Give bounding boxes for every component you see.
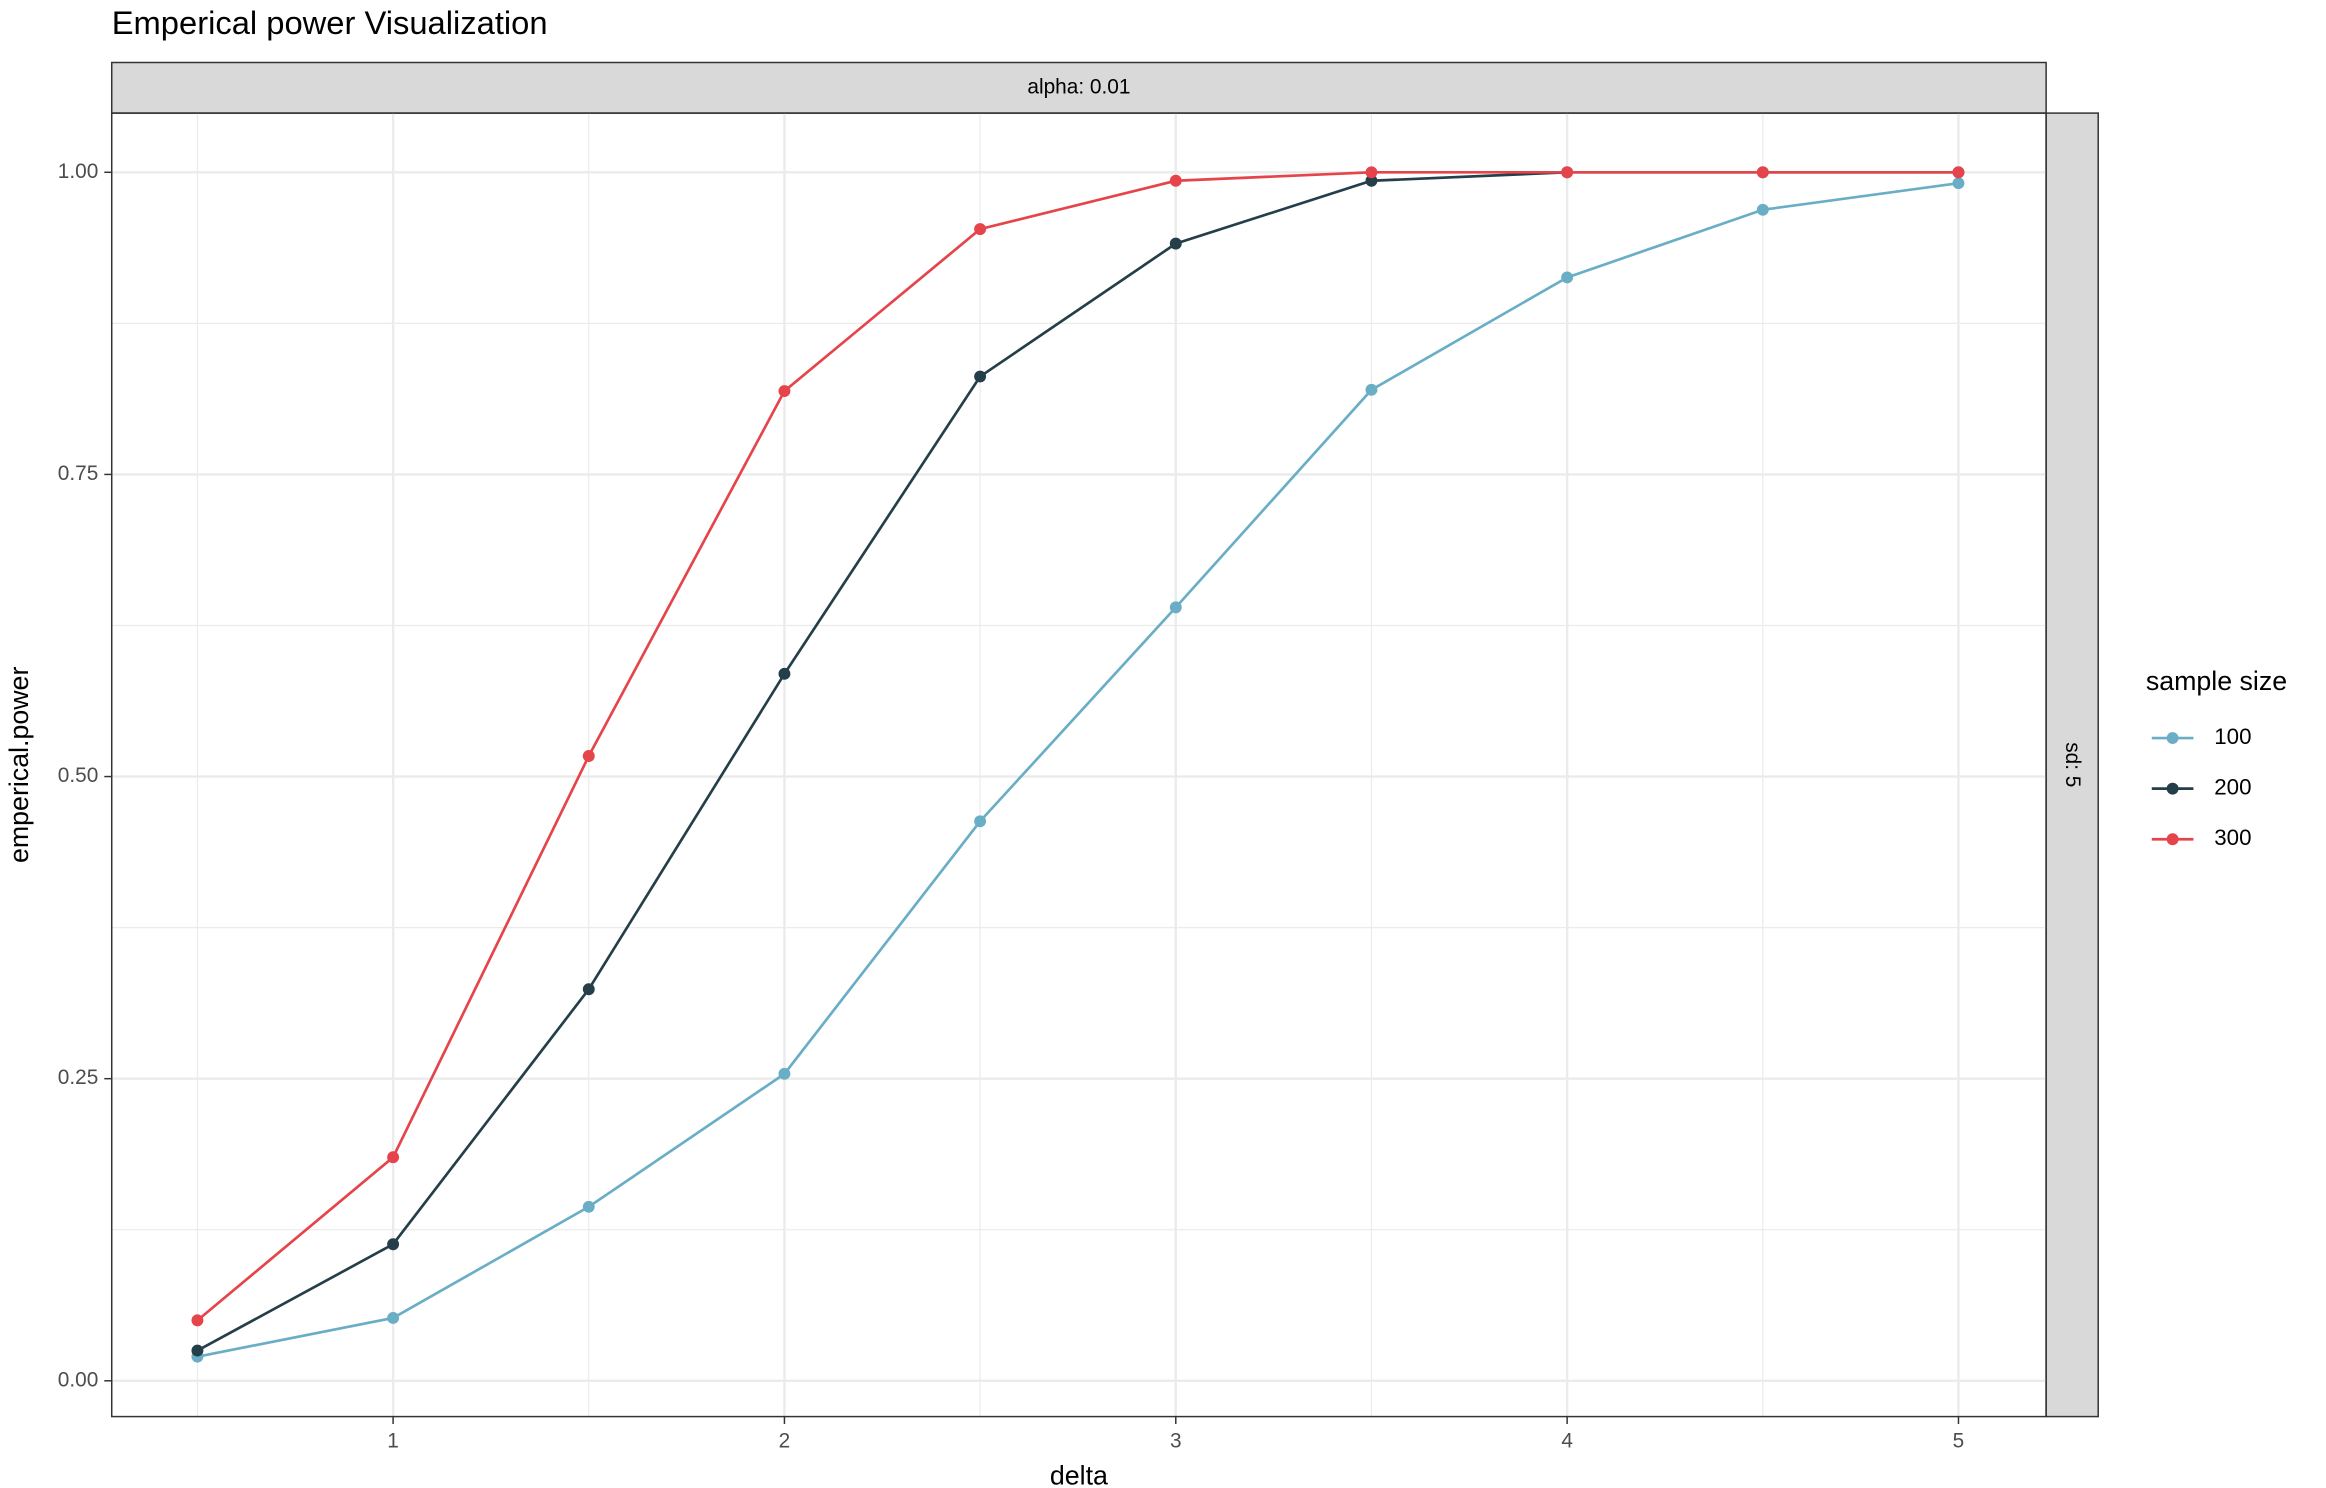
x-axis-label: delta: [1050, 1461, 1108, 1488]
facet-label-right: sd: 5: [2061, 742, 2084, 787]
plot-marks: [191, 166, 1965, 1363]
panel-border: [110, 112, 2047, 1418]
facet-strip-right: [2045, 112, 2099, 1418]
y-tick-label: 0.00: [58, 1368, 99, 1391]
legend-label: 100: [2214, 724, 2251, 749]
data-point: [1561, 166, 1574, 179]
data-point: [974, 370, 987, 383]
series-line: [196, 170, 1959, 1322]
y-tick-label: 0.50: [58, 764, 99, 787]
legend-point: [2166, 732, 2179, 744]
x-tick-label: 4: [1561, 1429, 1573, 1452]
facet-strip-top: [110, 61, 2047, 114]
y-tick-label: 1.00: [58, 160, 99, 183]
data-point: [387, 1151, 400, 1164]
x-tick-label: 5: [1953, 1429, 1965, 1452]
data-point: [1365, 383, 1378, 396]
data-point: [582, 750, 595, 762]
data-point: [1952, 177, 1965, 190]
data-point: [1169, 237, 1182, 250]
legend-title: sample size: [2146, 666, 2287, 696]
data-point: [974, 223, 987, 236]
data-point: [1756, 203, 1769, 216]
data-point: [1756, 166, 1769, 179]
data-point: [778, 667, 791, 680]
data-point: [582, 1200, 595, 1213]
data-point: [191, 1314, 204, 1327]
x-tick-label: 1: [387, 1429, 399, 1452]
legend-label: 200: [2214, 775, 2251, 800]
data-point: [1365, 166, 1378, 179]
grid: [111, 113, 2047, 1417]
data-point: [582, 983, 595, 996]
y-axis-label: emperical.power: [4, 667, 34, 863]
data-point: [387, 1312, 400, 1324]
x-tick-label: 2: [779, 1429, 791, 1452]
legend-point: [2166, 782, 2179, 795]
data-point: [1952, 166, 1965, 179]
data-point: [1365, 174, 1378, 187]
legend-point: [2166, 833, 2179, 846]
data-point: [191, 1344, 204, 1357]
data-point: [387, 1238, 400, 1251]
facet-label-top: alpha: 0.01: [1027, 75, 1130, 98]
data-point: [974, 815, 987, 828]
data-point: [778, 1067, 791, 1080]
data-point: [1169, 174, 1182, 187]
y-tick-label: 0.75: [58, 462, 99, 485]
data-point: [778, 385, 791, 397]
data-point: [1169, 601, 1182, 614]
y-tick-label: 0.25: [58, 1066, 99, 1089]
chart-title: Emperical power Visualization: [112, 4, 548, 41]
x-tick-label: 3: [1170, 1429, 1182, 1452]
series-line: [197, 181, 1959, 1358]
legend-label: 300: [2214, 825, 2251, 850]
data-point: [1561, 271, 1574, 284]
